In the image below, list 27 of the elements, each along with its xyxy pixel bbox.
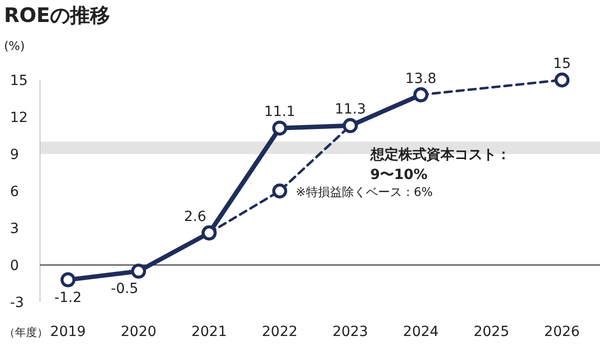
data-label: 11.1 <box>264 104 296 120</box>
y-tick-label: 15 <box>10 73 28 89</box>
data-label: 13.8 <box>405 70 436 87</box>
annotation: ※特損益除くベース：6% <box>296 185 433 199</box>
x-tick-label: 2025 <box>474 324 510 340</box>
y-tick-label: 3 <box>10 221 19 237</box>
band-label: 想定株式資本コスト： 9〜10% <box>369 146 510 183</box>
chart-title: ROEの推移 <box>4 3 110 27</box>
x-tick-label: 2019 <box>50 324 86 340</box>
x-tick-label: 2026 <box>544 324 580 340</box>
x-axis-title: （年度） <box>4 326 48 339</box>
y-tick-label: 6 <box>10 184 19 200</box>
x-tick-label: 2020 <box>120 324 156 340</box>
data-label: 2.6 <box>184 208 206 225</box>
x-tick-label: 2023 <box>332 324 368 340</box>
data-label: 15 <box>553 56 571 72</box>
x-tick-label: 2021 <box>191 324 227 340</box>
data-label: -1.2 <box>54 290 82 306</box>
y-tick-label: 12 <box>10 110 28 126</box>
data-label: 11.3 <box>334 102 366 118</box>
data-label: -0.5 <box>110 281 138 298</box>
y-axis-title: (%) <box>4 39 25 53</box>
x-tick-label: 2022 <box>262 324 298 340</box>
y-tick-label: 9 <box>10 147 19 163</box>
x-tick-label: 2024 <box>403 324 439 340</box>
y-tick-label: 0 <box>10 258 19 274</box>
y-tick-label: -3 <box>10 295 24 311</box>
